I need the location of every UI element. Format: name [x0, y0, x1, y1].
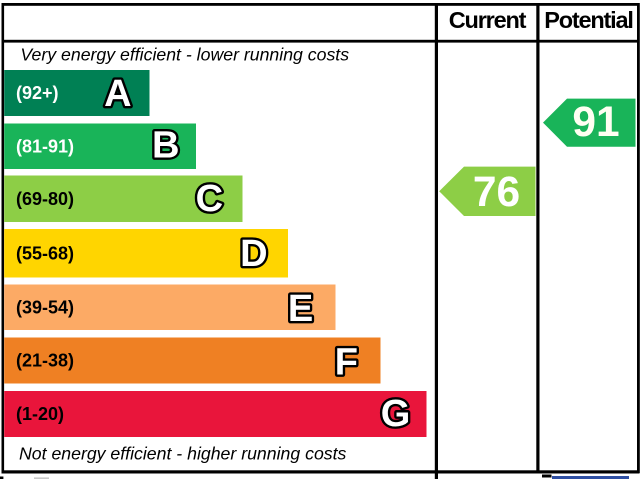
svg-text:C: C — [196, 178, 223, 220]
svg-text:(39-54): (39-54) — [16, 297, 74, 317]
svg-text:(81-91): (81-91) — [16, 136, 74, 156]
svg-text:(92+): (92+) — [16, 83, 59, 103]
svg-text:(55-68): (55-68) — [16, 243, 74, 263]
svg-text:E: E — [288, 288, 313, 330]
svg-text:Very energy efficient - lower: Very energy efficient - lower running co… — [20, 44, 349, 64]
svg-text:A: A — [104, 73, 131, 115]
svg-text:(21-38): (21-38) — [16, 351, 74, 371]
svg-text:D: D — [240, 233, 267, 275]
svg-text:(1-20): (1-20) — [16, 404, 64, 424]
svg-text:(69-80): (69-80) — [16, 189, 74, 209]
svg-text:Potential: Potential — [544, 7, 632, 33]
svg-text:76: 76 — [473, 169, 520, 216]
svg-text:Not energy efficient - higher: Not energy efficient - higher running co… — [19, 443, 347, 463]
svg-text:Current: Current — [449, 7, 527, 33]
svg-text:F: F — [335, 342, 358, 384]
svg-text:G: G — [381, 393, 411, 435]
svg-text:91: 91 — [572, 99, 619, 146]
svg-text:B: B — [152, 124, 179, 166]
